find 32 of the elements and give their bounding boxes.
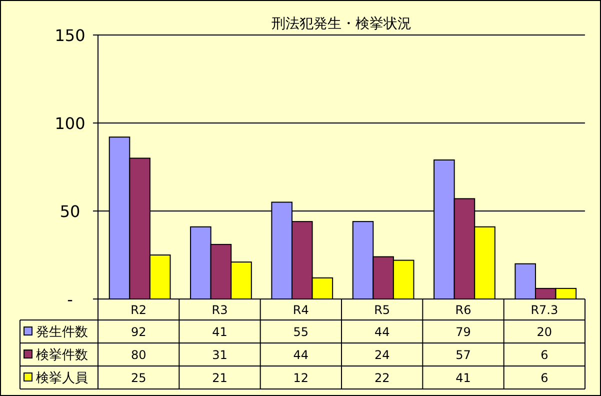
data-label: 92 — [130, 325, 146, 339]
legend-label: 検挙人員 — [36, 371, 88, 386]
data-label: 24 — [374, 348, 390, 362]
data-label: 22 — [374, 371, 390, 385]
x-tick-label: R6 — [455, 303, 472, 317]
data-label: 80 — [130, 348, 146, 362]
data-label: 44 — [374, 325, 390, 339]
y-tick-label: - — [67, 290, 73, 309]
data-label: 25 — [130, 371, 146, 385]
data-label: 20 — [536, 325, 552, 339]
data-label: 79 — [456, 325, 471, 339]
data-label: 57 — [456, 348, 471, 362]
data-label: 6 — [540, 371, 548, 385]
legend-label: 発生件数 — [36, 325, 88, 340]
chart-title: 刑法犯発生・検挙状況 — [272, 16, 412, 32]
x-tick-label: R2 — [130, 303, 147, 317]
x-tick-label: R7.3 — [530, 303, 558, 317]
data-label: 6 — [540, 348, 548, 362]
data-label: 44 — [293, 348, 309, 362]
x-tick-label: R4 — [292, 303, 309, 317]
data-label: 12 — [293, 371, 309, 385]
legend-label: 検挙件数 — [36, 348, 88, 363]
data-label: 41 — [212, 325, 228, 339]
y-tick-label: 50 — [60, 202, 80, 221]
x-tick-label: R3 — [212, 303, 228, 317]
x-tick-label: R5 — [374, 303, 390, 317]
y-tick-label: 100 — [54, 114, 86, 133]
data-label: 21 — [212, 371, 228, 385]
y-tick-label: 150 — [54, 26, 86, 45]
data-label: 31 — [212, 348, 228, 362]
data-label: 41 — [456, 371, 471, 385]
data-label: 55 — [293, 325, 309, 339]
